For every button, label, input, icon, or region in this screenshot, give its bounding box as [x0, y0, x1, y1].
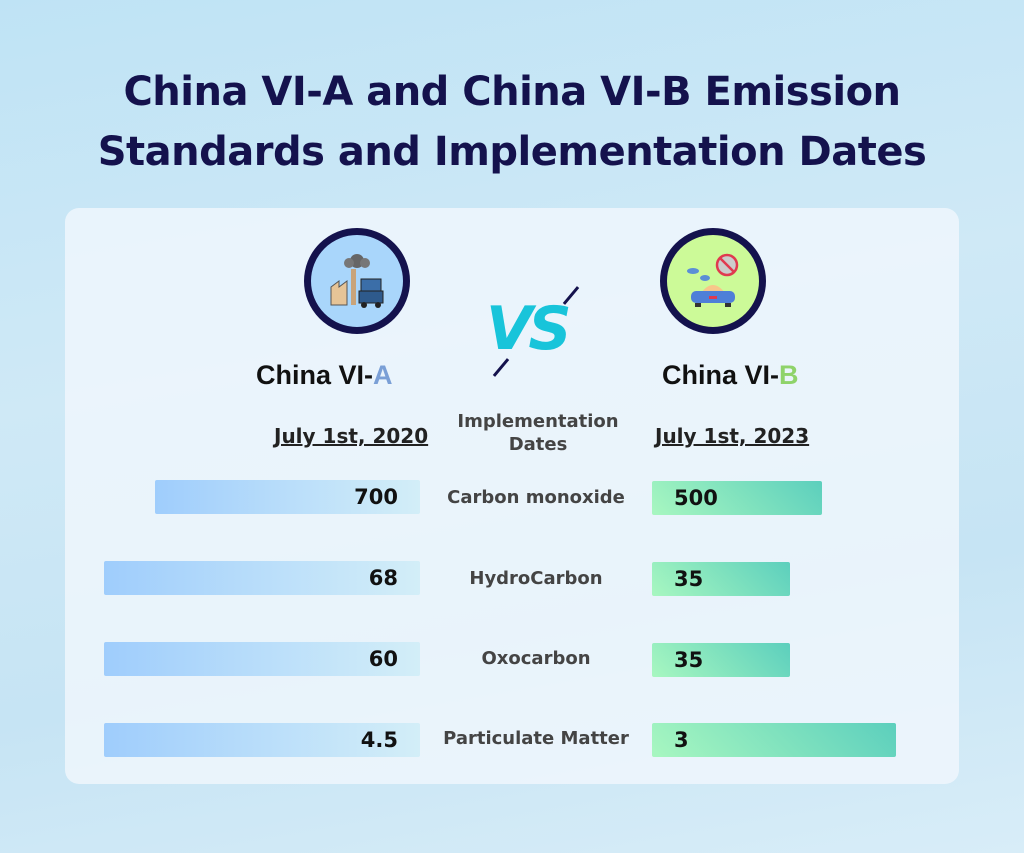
data-label: 700	[354, 485, 398, 509]
data-label: 68	[368, 566, 398, 590]
standard-a-suffix: A	[373, 360, 393, 390]
standard-a-date: July 1st, 2020	[274, 424, 429, 448]
standard-b-prefix: China VI-	[662, 360, 780, 390]
category-label: HydroCarbon	[469, 568, 603, 589]
bar-b-particulate-matter: 3	[652, 723, 896, 757]
implementation-dates-header: Implementation Dates	[440, 410, 636, 456]
header-line-1: Implementation	[457, 411, 619, 432]
data-label: 60	[368, 647, 398, 671]
standard-a-prefix: China VI-	[256, 360, 374, 390]
data-label: 35	[674, 567, 704, 591]
bar-b-hydrocarbon: 35	[652, 562, 790, 596]
bar-a-carbon-monoxide: 700	[155, 480, 420, 514]
title-line-2: Standards and Implementation Dates	[97, 129, 927, 175]
standard-b-suffix: B	[779, 360, 799, 390]
title-line-1: China VI-A and China VI-B Emission	[123, 69, 901, 115]
bar-a-particulate-matter: 4.5	[104, 723, 420, 757]
header-line-2: Dates	[508, 434, 568, 455]
page-title: China VI-A and China VI-B Emission Stand…	[0, 62, 1024, 182]
category-label: Carbon monoxide	[447, 487, 625, 508]
data-label: 500	[674, 486, 718, 510]
data-label: 35	[674, 648, 704, 672]
standard-a-name: China VI-A	[256, 360, 393, 391]
standard-b-name: China VI-B	[662, 360, 799, 391]
vs-label: VS	[486, 294, 572, 364]
bar-b-carbon-monoxide: 500	[652, 481, 822, 515]
bar-a-oxocarbon: 60	[104, 642, 420, 676]
data-label: 3	[674, 728, 689, 752]
factory-truck-pollution-icon	[304, 228, 410, 334]
category-label: Oxocarbon	[481, 648, 591, 669]
category-label: Particulate Matter	[443, 728, 629, 749]
bar-a-hydrocarbon: 68	[104, 561, 420, 595]
car-no-co2-icon	[660, 228, 766, 334]
bar-b-oxocarbon: 35	[652, 643, 790, 677]
data-label: 4.5	[360, 728, 398, 752]
standard-b-date: July 1st, 2023	[655, 424, 810, 448]
